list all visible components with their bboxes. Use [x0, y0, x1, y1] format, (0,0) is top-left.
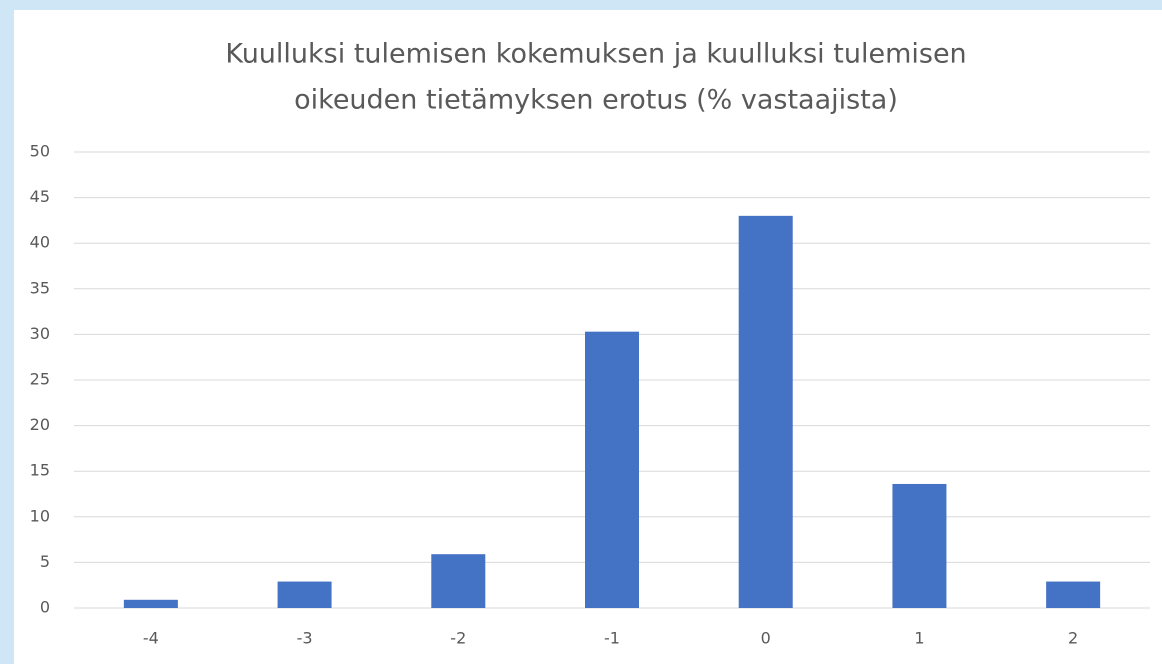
y-tick-label: 50 — [30, 142, 50, 161]
y-tick-label: 5 — [40, 552, 50, 571]
y-tick-label: 35 — [30, 278, 50, 297]
bar — [123, 599, 178, 608]
bar — [431, 554, 486, 608]
chart-title: oikeuden tietämyksen erotus (% vastaajis… — [294, 85, 898, 116]
x-tick-label: -4 — [143, 629, 159, 648]
x-tick-label: 1 — [914, 629, 924, 648]
y-tick-label: 40 — [30, 233, 50, 252]
y-tick-label: 30 — [30, 324, 50, 343]
x-tick-label: -3 — [297, 629, 313, 648]
y-tick-label: 0 — [40, 598, 50, 617]
x-tick-label: 0 — [761, 629, 771, 648]
y-tick-label: 45 — [30, 187, 50, 206]
y-tick-label: 25 — [30, 370, 50, 389]
x-tick-label: 2 — [1068, 629, 1078, 648]
y-tick-label: 10 — [30, 506, 50, 525]
chart-title: Kuulluksi tulemisen kokemuksen ja kuullu… — [225, 39, 966, 70]
bar — [1046, 581, 1101, 608]
y-tick-label: 15 — [30, 461, 50, 480]
bar — [892, 483, 947, 608]
bar — [277, 581, 332, 608]
x-tick-label: -1 — [604, 629, 620, 648]
x-tick-label: -2 — [450, 629, 466, 648]
y-tick-label: 20 — [30, 415, 50, 434]
bar — [585, 331, 639, 608]
bar — [738, 215, 793, 608]
